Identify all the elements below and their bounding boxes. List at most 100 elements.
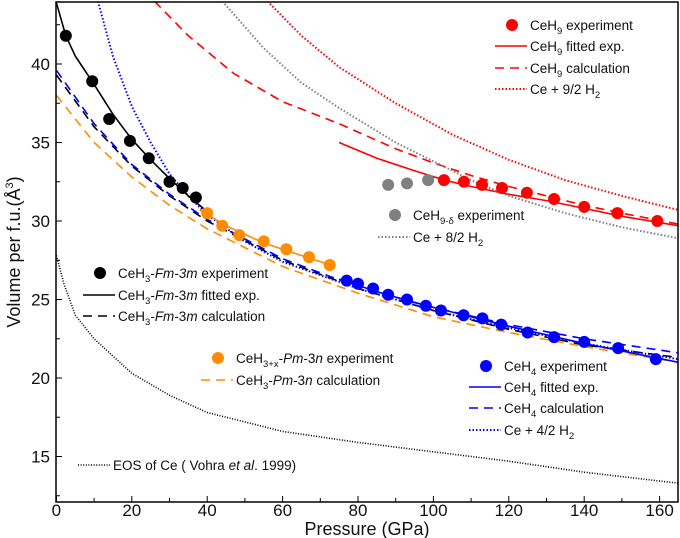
x-tick-label: 160 [645, 501, 673, 520]
label-segment: 3 [4, 182, 16, 188]
label-segment: CeH [236, 351, 263, 366]
legend-marker [389, 209, 401, 221]
legend-entry-2: CeH9 calculation [495, 61, 630, 80]
y-tick-label: 30 [31, 212, 50, 231]
y-axis-title: Volume per f.u.(Å3) [4, 176, 24, 327]
label-segment: experiment [323, 351, 394, 366]
point-ceh3-x-pm-3n-experiment [233, 229, 246, 242]
point-ceh4-experiment [352, 277, 364, 290]
point-ceh4-experiment [578, 335, 591, 348]
x-tick-label: 40 [198, 501, 217, 520]
label-segment: fitted exp. [536, 380, 598, 395]
point-ceh3-fm-3m-experiment [123, 134, 136, 147]
label-segment: calculation [562, 61, 630, 76]
label-segment: CeH [413, 208, 440, 223]
legend-label: CeH3-Fm-3m calculation [118, 309, 265, 328]
label-segment: CeH [530, 39, 557, 54]
point-ceh4-experiment [476, 312, 489, 325]
legend-label: CeH4 fitted exp. [504, 380, 599, 399]
label-segment: Ce + 4/2 H [504, 423, 569, 438]
point-ceh9-experiment [401, 177, 414, 190]
label-segment: fitted exp. [198, 288, 260, 303]
legend-label: CeH4 experiment [504, 359, 607, 378]
label-segment: CeH [118, 288, 145, 303]
label-segment: experiment [562, 18, 633, 33]
label-segment: 3 [145, 317, 150, 328]
label-segment: CeH [504, 380, 531, 395]
point-ceh3-fm-3m-experiment [176, 182, 189, 195]
legend-label: CeH9-δ experiment [413, 208, 525, 227]
label-segment: m [186, 309, 197, 324]
label-segment: Pm [273, 373, 293, 388]
label-segment: Fm [155, 309, 175, 324]
label-segment: experiment [198, 266, 269, 281]
point-ceh4-experiment [340, 274, 353, 287]
plot-frame [55, 1, 679, 503]
label-segment: -3 [293, 373, 305, 388]
x-tick-label: 20 [122, 501, 141, 520]
legend-label: Ce + 4/2 H2 [504, 423, 574, 442]
point-ceh9-experiment [437, 174, 450, 187]
label-segment: 4 [531, 409, 536, 420]
label-segment: 4 [531, 388, 536, 399]
legend-label: CeH3-Fm-3m fitted exp. [118, 288, 260, 307]
legend-label: CeH3-Fm-3m experiment [118, 266, 268, 285]
legend-label: CeH9 calculation [530, 61, 630, 80]
legend-entry-0: CeH9 experiment [506, 18, 633, 37]
point-ceh4-experiment [521, 326, 534, 339]
point-ceh4-experiment [649, 353, 662, 366]
x-tick-label: 80 [349, 501, 368, 520]
label-segment: experiment [536, 359, 607, 374]
legend-entry-11: CeH4 experiment [480, 359, 607, 378]
label-segment: Ce + 9/2 H [530, 82, 595, 97]
label-segment: 9-δ [440, 216, 454, 227]
point-ceh9-experiment [476, 178, 489, 191]
point-ceh3-fm-3m-experiment [163, 175, 176, 188]
label-segment: CeH [118, 309, 145, 324]
point-ceh3-x-pm-3n-experiment [216, 219, 229, 232]
point-ceh3-fm-3m-experiment [86, 75, 99, 88]
x-tick-label: 0 [52, 501, 61, 520]
label-segment: Fm-3m [155, 266, 198, 281]
point-ceh4-experiment [401, 293, 414, 306]
label-segment: 2 [569, 431, 574, 442]
point-ceh9-experiment [651, 215, 664, 227]
point-ceh9-experiment [422, 174, 435, 187]
legend-entry-1: CeH9 fitted exp. [495, 39, 625, 58]
legend-entry-5: Ce + 8/2 H2 [378, 230, 483, 249]
legend-entry-6: CeH3-Fm-3m experiment [94, 266, 268, 285]
point-ceh9-experiment [457, 175, 470, 188]
x-tick-label: 120 [495, 501, 523, 520]
point-ceh3-x-pm-3n-experiment [302, 251, 315, 264]
legend-entry-4: CeH9-δ experiment [389, 208, 525, 227]
legend-entry-14: Ce + 4/2 H2 [469, 423, 574, 442]
label-segment: CeH [236, 373, 263, 388]
curve-ceh3-pm-3n-calculation [56, 94, 678, 364]
y-tick-label: 15 [31, 448, 50, 467]
label-segment: 3 [145, 296, 150, 307]
legend-label: CeH4 calculation [504, 401, 604, 420]
legend-label: CeH3+x-Pm-3n experiment [236, 351, 394, 370]
label-segment: n [315, 351, 323, 366]
legend-marker [94, 267, 106, 279]
legend-entry-13: CeH4 calculation [469, 401, 604, 420]
legend-marker [506, 19, 518, 31]
label-segment: m [186, 288, 197, 303]
point-ceh9-experiment [548, 193, 561, 206]
label-segment: experiment [454, 208, 525, 223]
label-segment: 9 [557, 69, 562, 80]
label-segment: et al [229, 458, 256, 473]
label-segment: - [268, 373, 273, 388]
legend-label: CeH9 fitted exp. [530, 39, 625, 58]
legend-entry-8: CeH3-Fm-3m calculation [83, 309, 265, 328]
point-ceh4-experiment [612, 342, 625, 355]
label-segment: calculation [313, 373, 381, 388]
label-segment: CeH [504, 359, 531, 374]
label-segment: ) [4, 176, 24, 182]
point-ceh3-fm-3m-experiment [142, 152, 155, 165]
label-segment: -3 [174, 288, 186, 303]
legend-entry-15: EOS of Ce ( Vohra et al. 1999) [78, 458, 296, 473]
label-segment: CeH [530, 18, 557, 33]
